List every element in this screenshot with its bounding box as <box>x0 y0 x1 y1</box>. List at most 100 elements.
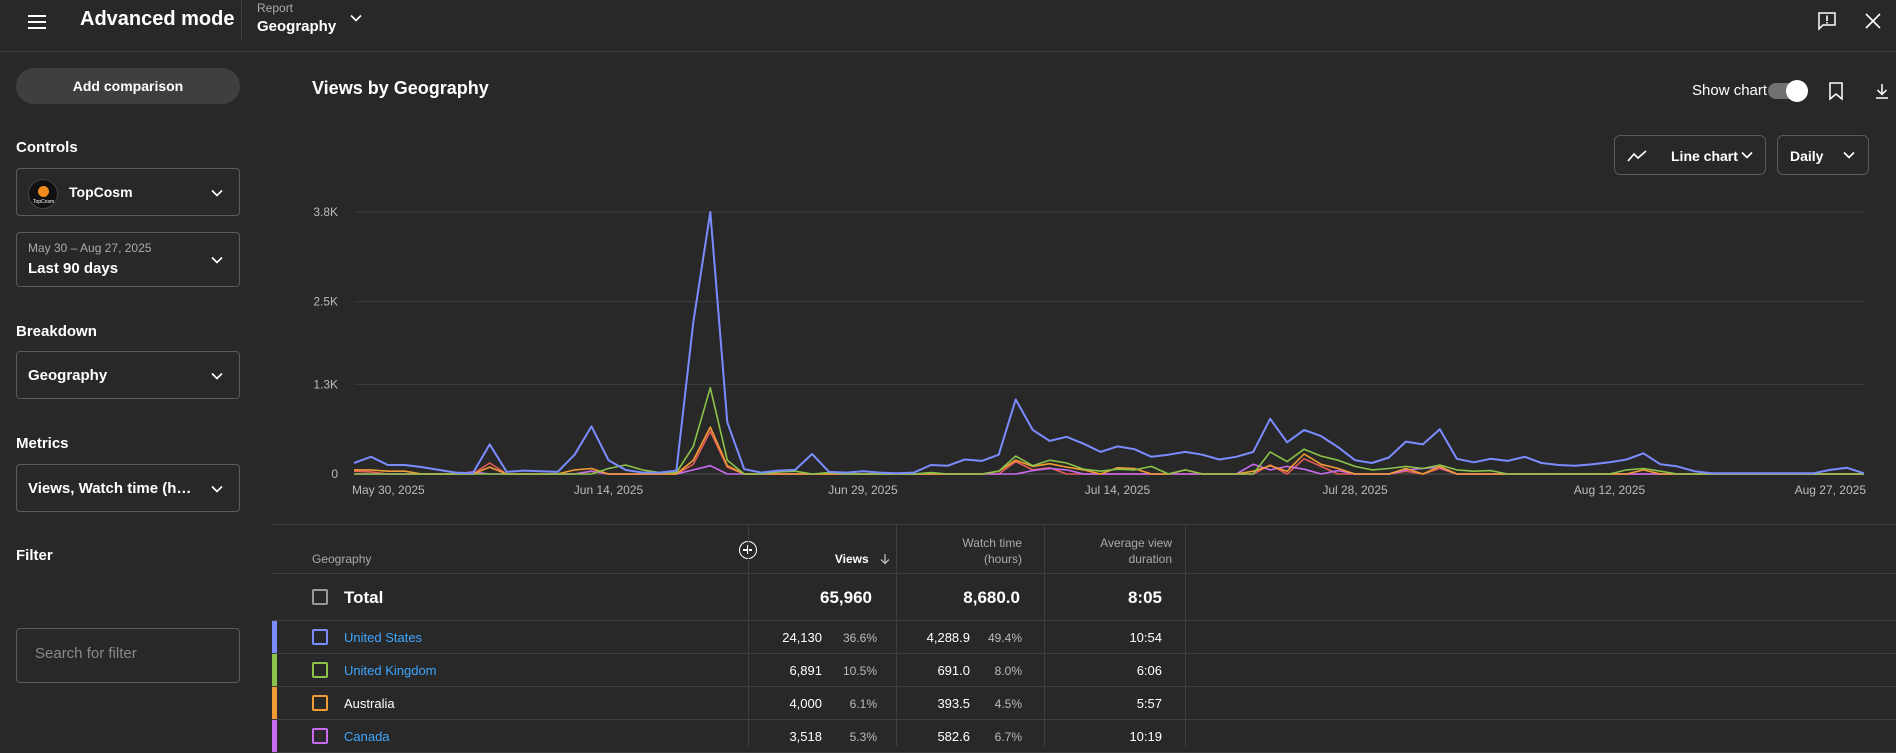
filter-search-box[interactable] <box>16 628 240 683</box>
chevron-down-icon <box>211 372 223 380</box>
feedback-icon[interactable] <box>1817 11 1837 31</box>
series-line-united-states <box>353 211 1865 475</box>
x-tick-label: Jul 14, 2025 <box>1085 483 1151 497</box>
row-watch-pct: 4.5% <box>994 697 1022 711</box>
column-divider <box>896 525 897 746</box>
geography-header: Geography <box>312 552 372 566</box>
row-views-pct: 36.6% <box>842 631 877 645</box>
table-row: Australia 4,000 6.1% 393.5 4.5% 5:57 <box>272 687 1896 720</box>
row-avg-duration: 10:54 <box>1129 630 1162 645</box>
x-tick-label: May 30, 2025 <box>352 483 425 497</box>
row-avg-duration: 5:57 <box>1136 696 1162 711</box>
row-checkbox[interactable] <box>312 662 328 678</box>
x-tick-label: Aug 12, 2025 <box>1574 483 1646 497</box>
row-watch-time: 393.5 <box>937 696 970 711</box>
channel-select[interactable]: TopCosm TopCosm <box>16 168 240 216</box>
row-checkbox[interactable] <box>312 629 328 645</box>
country-name: Australia <box>344 696 395 711</box>
row-checkbox[interactable] <box>312 695 328 711</box>
x-tick-label: Aug 27, 2025 <box>1795 483 1867 497</box>
total-row: Total 65,960 8,680.0 8:05 <box>272 574 1896 621</box>
column-divider <box>748 525 749 746</box>
sort-arrow-down-icon <box>880 554 890 565</box>
report-selector[interactable]: Geography <box>257 18 337 35</box>
controls-label: Controls <box>16 139 78 156</box>
row-views-pct: 10.5% <box>842 664 877 678</box>
total-views: 65,960 <box>820 588 872 607</box>
top-bar: Advanced mode Report Geography <box>0 0 1896 52</box>
x-tick-label: Jun 14, 2025 <box>574 483 644 497</box>
report-label: Report <box>257 1 294 15</box>
country-name[interactable]: Canada <box>344 729 390 744</box>
total-label: Total <box>344 588 384 607</box>
y-tick-label: 0 <box>331 467 338 481</box>
table-row: Canada 3,518 5.3% 582.6 6.7% 10:19 <box>272 720 1896 753</box>
total-checkbox[interactable] <box>312 589 328 605</box>
row-watch-pct: 49.4% <box>987 631 1022 645</box>
interval-label: Daily <box>1790 148 1824 164</box>
channel-avatar: TopCosm <box>28 179 58 209</box>
series-color-bar <box>272 654 277 686</box>
row-watch-time: 4,288.9 <box>926 630 970 645</box>
header-divider <box>241 0 242 40</box>
filter-search-input[interactable] <box>35 645 225 662</box>
series-line-australia <box>354 426 1864 475</box>
table-row: United States 24,130 36.6% 4,288.9 49.4% 10:5… <box>272 621 1896 654</box>
line-chart-icon <box>1627 150 1647 162</box>
chevron-down-icon <box>1843 151 1855 159</box>
chevron-down-icon <box>211 256 223 264</box>
chart-type-select[interactable]: Line chart <box>1614 135 1766 175</box>
metrics-label: Metrics <box>16 435 69 452</box>
views-header[interactable]: Views <box>772 551 892 567</box>
chevron-down-icon <box>211 485 223 493</box>
date-range-select[interactable]: May 30 – Aug 27, 2025 Last 90 days <box>16 232 240 287</box>
row-views: 3,518 <box>789 729 822 744</box>
avg-duration-header[interactable]: Average view duration <box>1100 536 1172 566</box>
chevron-down-icon[interactable] <box>348 10 364 26</box>
breakdown-value: Geography <box>28 367 108 384</box>
metrics-value: Views, Watch time (hours), Average view … <box>28 480 200 497</box>
close-icon[interactable] <box>1863 11 1883 31</box>
row-watch-time: 582.6 <box>937 729 970 744</box>
country-name[interactable]: United Kingdom <box>344 663 437 678</box>
row-views: 4,000 <box>789 696 822 711</box>
row-views: 24,130 <box>782 630 822 645</box>
y-tick-label: 1.3K <box>313 377 338 391</box>
views-line-chart: 3.8K 2.5K 1.3K 0 May 30, 2025 Jun 14, 2025 Jun… <box>313 205 1867 497</box>
sidebar: Add comparison Controls TopCosm TopCosm … <box>0 52 255 745</box>
series-color-bar <box>272 687 277 719</box>
row-watch-pct: 6.7% <box>994 730 1022 744</box>
row-views-pct: 6.1% <box>849 697 877 711</box>
date-preset: Last 90 days <box>28 260 119 277</box>
geography-table: Geography Views Watch time (hours) Averag… <box>272 524 1896 753</box>
row-watch-pct: 8.0% <box>994 664 1022 678</box>
country-name[interactable]: United States <box>344 630 423 645</box>
column-divider <box>1044 525 1045 746</box>
chart-type-label: Line chart <box>1671 148 1738 164</box>
date-range-text: May 30 – Aug 27, 2025 <box>28 241 152 255</box>
series-line-united-kingdom <box>354 387 1864 475</box>
column-divider <box>1185 525 1186 746</box>
series-line-other <box>353 430 1864 475</box>
row-avg-duration: 10:19 <box>1129 729 1162 744</box>
add-comparison-button[interactable]: Add comparison <box>16 68 240 104</box>
row-views: 6,891 <box>789 663 822 678</box>
breakdown-select[interactable]: Geography <box>16 351 240 399</box>
chart-title: Views by Geography <box>312 78 489 98</box>
breakdown-label: Breakdown <box>16 323 97 340</box>
metrics-select[interactable]: Views, Watch time (hours), Average view … <box>16 464 240 512</box>
chevron-down-icon <box>1741 151 1753 159</box>
channel-name: TopCosm <box>69 184 133 200</box>
menu-icon[interactable] <box>26 10 50 34</box>
watch-time-header[interactable]: Watch time (hours) <box>962 536 1022 566</box>
app-title: Advanced mode <box>80 8 235 30</box>
x-tick-label: Jul 28, 2025 <box>1322 483 1388 497</box>
series-color-bar <box>272 621 277 653</box>
interval-select[interactable]: Daily <box>1777 135 1869 175</box>
bookmark-icon[interactable] <box>1826 81 1846 101</box>
chart-panel: Views by Geography Show chart Line chart… <box>272 52 1896 745</box>
download-icon[interactable] <box>1872 81 1892 101</box>
row-checkbox[interactable] <box>312 728 328 744</box>
show-chart-toggle[interactable] <box>1768 80 1808 102</box>
table-header: Geography Views Watch time (hours) Averag… <box>272 525 1896 574</box>
